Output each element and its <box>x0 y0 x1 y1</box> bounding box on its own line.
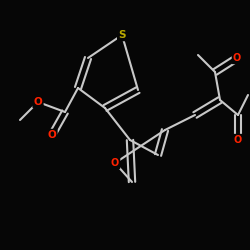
Text: O: O <box>48 130 56 140</box>
Text: S: S <box>118 30 126 40</box>
Text: O: O <box>111 158 119 168</box>
Text: O: O <box>34 97 42 107</box>
Text: O: O <box>233 53 241 63</box>
Text: O: O <box>234 135 242 145</box>
